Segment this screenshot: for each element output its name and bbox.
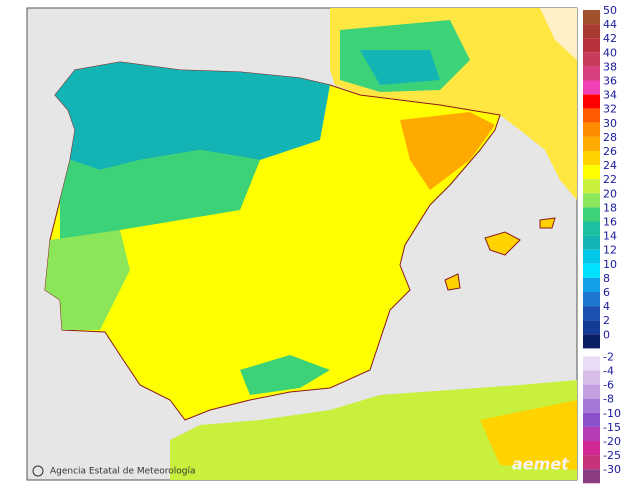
legend-label: -20 (603, 435, 621, 448)
legend-label: 28 (603, 131, 617, 144)
legend-label: 2 (603, 314, 610, 327)
ibiza (444, 273, 461, 291)
legend-label: -25 (603, 449, 621, 462)
legend: 5044424038363432302826242220181614121086… (583, 4, 621, 484)
legend-swatch (583, 207, 600, 222)
africa (170, 380, 577, 480)
france-teal (360, 50, 440, 85)
legend-label: 44 (603, 18, 617, 31)
credit-icon (32, 465, 44, 477)
legend-label: 42 (603, 32, 617, 45)
legend-label: 16 (603, 216, 617, 229)
france-light (540, 8, 577, 60)
legend-swatch (583, 320, 600, 335)
legend-swatch (583, 94, 600, 109)
legend-label: -2 (603, 350, 614, 363)
legend-label: 36 (603, 75, 617, 88)
legend-swatch (583, 249, 600, 264)
legend-swatch (583, 455, 600, 470)
legend-swatch (583, 370, 600, 385)
mallorca (484, 231, 521, 256)
legend-swatch (583, 151, 600, 166)
legend-label: 24 (603, 159, 617, 172)
legend-label: 8 (603, 272, 610, 285)
legend-swatch (583, 356, 600, 371)
legend-swatch (583, 136, 600, 151)
legend-label: 10 (603, 258, 617, 271)
legend-label: 6 (603, 286, 610, 299)
legend-label: -4 (603, 365, 614, 378)
legend-swatch (583, 306, 600, 321)
legend-swatch (583, 66, 600, 81)
legend-swatch (583, 122, 600, 137)
legend-swatch (583, 441, 600, 456)
legend-swatch (583, 165, 600, 180)
legend-label: 50 (603, 4, 617, 17)
legend-swatch (583, 38, 600, 53)
legend-swatch (583, 426, 600, 441)
legend-label: 0 (603, 328, 610, 341)
legend-swatch (583, 384, 600, 399)
legend-label: -30 (603, 463, 621, 476)
legend-label: -10 (603, 407, 621, 420)
legend-swatch (583, 334, 600, 349)
legend-label: 40 (603, 46, 617, 59)
legend-swatch (583, 469, 600, 484)
legend-swatch (583, 277, 600, 292)
legend-swatch (583, 52, 600, 67)
menorca (539, 217, 556, 229)
legend-swatch (583, 108, 600, 123)
legend-label: -15 (603, 421, 621, 434)
legend-swatch (583, 193, 600, 208)
legend-label: 32 (603, 103, 617, 116)
legend-label: 4 (603, 300, 610, 313)
north-teal (55, 62, 330, 170)
legend-label: 20 (603, 187, 617, 200)
logo: aemet (512, 455, 570, 474)
legend-label: 18 (603, 201, 617, 214)
legend-label: 12 (603, 244, 617, 257)
africa-warm (480, 400, 577, 470)
legend-label: 38 (603, 60, 617, 73)
map: Agencia Estatal de Meteorología aemet (26, 7, 578, 481)
legend-swatch (583, 263, 600, 278)
legend-label: -6 (603, 379, 614, 392)
north-green (60, 150, 260, 250)
legend-label: 30 (603, 117, 617, 130)
legend-label: 22 (603, 173, 617, 186)
legend-swatch (583, 10, 600, 25)
legend-label: 34 (603, 89, 617, 102)
legend-label: 26 (603, 145, 617, 158)
west-green (45, 230, 130, 330)
legend-swatch (583, 221, 600, 236)
legend-swatch (583, 80, 600, 95)
legend-swatch (583, 398, 600, 413)
legend-swatch (583, 292, 600, 307)
legend-label: -8 (603, 393, 614, 406)
legend-swatch (583, 412, 600, 427)
legend-swatch (583, 24, 600, 39)
credit: Agencia Estatal de Meteorología (50, 467, 196, 477)
east-orange (400, 112, 495, 190)
legend-swatch (583, 179, 600, 194)
legend-label: 14 (603, 230, 617, 243)
legend-swatch (583, 235, 600, 250)
south-green (240, 355, 330, 395)
